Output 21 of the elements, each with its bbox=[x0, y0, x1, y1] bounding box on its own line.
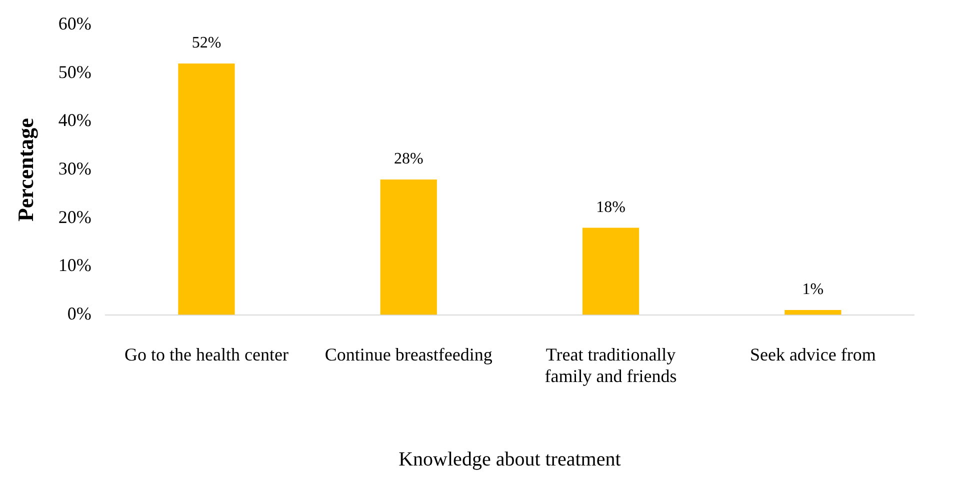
bar bbox=[178, 63, 235, 315]
x-tick-label: Treat traditionally family and friends bbox=[544, 344, 677, 386]
data-label: 18% bbox=[596, 199, 626, 216]
y-tick-label: 20% bbox=[58, 206, 92, 227]
data-label: 28% bbox=[394, 150, 424, 168]
y-tick-label: 40% bbox=[58, 110, 92, 130]
y-tick-label: 60% bbox=[58, 14, 92, 34]
x-tick-label: Seek advice from bbox=[750, 344, 876, 364]
y-tick-label: 0% bbox=[67, 304, 92, 324]
x-tick-label: Go to the health center bbox=[124, 344, 288, 364]
bar bbox=[582, 228, 640, 315]
data-label: 1% bbox=[802, 281, 824, 298]
y-tick-label: 50% bbox=[58, 62, 92, 82]
x-tick-label: Continue breastfeeding bbox=[324, 344, 492, 364]
bar bbox=[380, 179, 437, 315]
x-axis-title: Knowledge about treatment bbox=[398, 448, 622, 470]
bar bbox=[784, 310, 842, 315]
y-axis-title: Percentage bbox=[12, 118, 38, 222]
y-tick-label: 10% bbox=[58, 255, 92, 276]
data-label: 52% bbox=[192, 34, 222, 52]
y-tick-label: 30% bbox=[58, 158, 92, 179]
